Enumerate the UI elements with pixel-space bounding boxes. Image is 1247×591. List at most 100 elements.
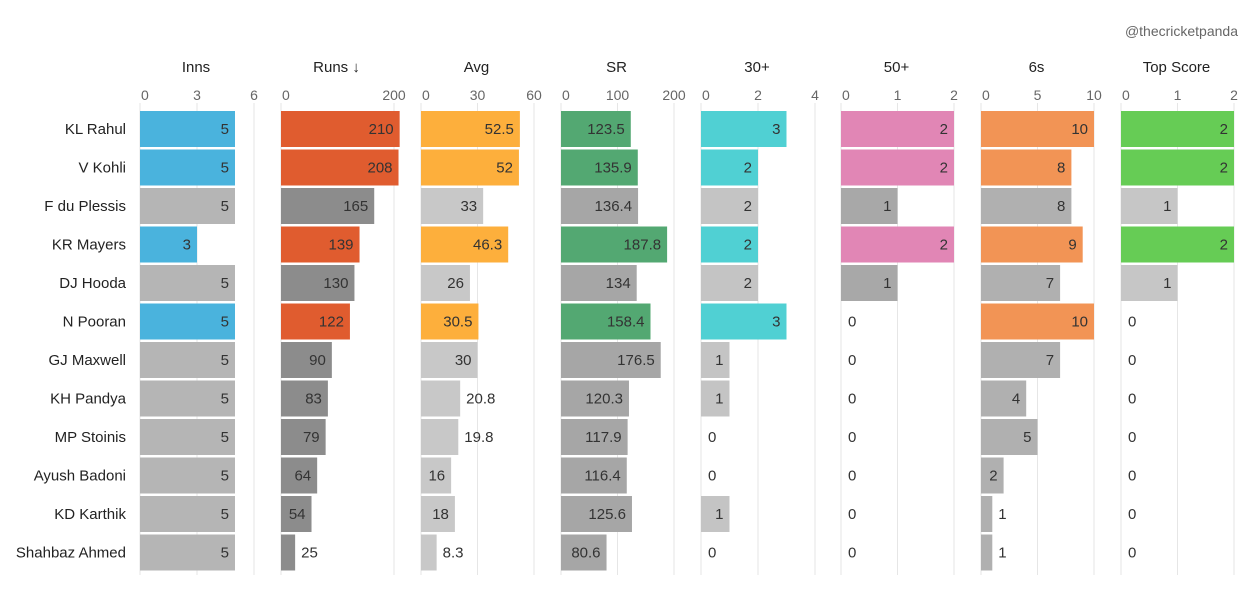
value-label-30-kl-rahul: 3 bbox=[772, 121, 780, 138]
bar-sr-mp-stoinis bbox=[561, 419, 628, 455]
player-label-gj-maxwell: GJ Maxwell bbox=[48, 352, 126, 369]
value-label-30-gj-maxwell: 1 bbox=[715, 352, 723, 369]
value-label-6s-gj-maxwell: 7 bbox=[1046, 352, 1054, 369]
value-label-50-kr-mayers: 2 bbox=[940, 237, 948, 254]
value-label-runs-mp-stoinis: 79 bbox=[303, 429, 320, 446]
bar-6s-mp-stoinis bbox=[981, 419, 1038, 455]
bar-avg-kr-mayers bbox=[421, 226, 509, 263]
bar-runs-v-kohli bbox=[281, 149, 399, 186]
value-label-inns-kd-karthik: 5 bbox=[221, 506, 229, 523]
bar-inns-kr-mayers bbox=[140, 226, 197, 263]
player-label-ayush-badoni: Ayush Badoni bbox=[34, 468, 126, 485]
player-label-n-pooran: N Pooran bbox=[63, 314, 126, 331]
bar-avg-dj-hooda bbox=[421, 265, 470, 301]
value-label-50-n-pooran: 0 bbox=[848, 314, 856, 331]
value-label-inns-ayush-badoni: 5 bbox=[221, 468, 229, 485]
value-label-50-ayush-badoni: 0 bbox=[848, 468, 856, 485]
value-label-6s-ayush-badoni: 2 bbox=[989, 468, 997, 485]
bar-runs-mp-stoinis bbox=[281, 419, 326, 455]
tick-label-top-score-1: 1 bbox=[1174, 87, 1182, 103]
bar-50-kr-mayers bbox=[841, 226, 954, 263]
bar-avg-gj-maxwell bbox=[421, 342, 478, 378]
tick-label-6s-0: 0 bbox=[982, 87, 990, 103]
value-label-inns-v-kohli: 5 bbox=[221, 160, 229, 177]
panel-header-inns: Inns bbox=[182, 59, 210, 76]
bar-50-f-du-plessis bbox=[841, 188, 898, 224]
tick-label-avg-2: 60 bbox=[526, 87, 542, 103]
tick-label-runs-1: 200 bbox=[382, 87, 406, 103]
value-label-top-score-n-pooran: 0 bbox=[1128, 314, 1136, 331]
tick-label-runs-0: 0 bbox=[282, 87, 290, 103]
tick-label-30-0: 0 bbox=[702, 87, 710, 103]
value-label-sr-mp-stoinis: 117.9 bbox=[585, 429, 621, 446]
value-label-50-kd-karthik: 0 bbox=[848, 506, 856, 523]
player-label-kd-karthik: KD Karthik bbox=[54, 506, 126, 523]
bar-sr-v-kohli bbox=[561, 149, 638, 186]
bar-30-n-pooran bbox=[701, 303, 787, 340]
bar-6s-kl-rahul bbox=[981, 111, 1094, 147]
value-label-inns-dj-hooda: 5 bbox=[221, 275, 229, 292]
bar-runs-kl-rahul bbox=[281, 111, 400, 147]
tick-label-30-2: 4 bbox=[811, 87, 819, 103]
value-label-30-kr-mayers: 2 bbox=[744, 237, 752, 254]
value-label-top-score-v-kohli: 2 bbox=[1220, 160, 1228, 177]
bar-sr-ayush-badoni bbox=[561, 457, 627, 494]
value-label-sr-kr-mayers: 187.8 bbox=[624, 237, 662, 254]
value-label-6s-mp-stoinis: 5 bbox=[1023, 429, 1031, 446]
bar-inns-kl-rahul bbox=[140, 111, 235, 147]
bar-50-v-kohli bbox=[841, 149, 954, 186]
bar-inns-gj-maxwell bbox=[140, 342, 235, 378]
value-label-avg-dj-hooda: 26 bbox=[447, 275, 464, 292]
panel-header-sr: SR bbox=[606, 59, 627, 76]
bar-sr-kd-karthik bbox=[561, 496, 632, 532]
value-label-avg-kd-karthik: 18 bbox=[432, 506, 449, 523]
value-label-inns-gj-maxwell: 5 bbox=[221, 352, 229, 369]
value-label-runs-kl-rahul: 210 bbox=[369, 121, 394, 138]
value-label-50-kl-rahul: 2 bbox=[940, 121, 948, 138]
value-label-top-score-kl-rahul: 2 bbox=[1220, 121, 1228, 138]
panel-header-runs: Runs ↓ bbox=[313, 59, 360, 76]
value-label-inns-n-pooran: 5 bbox=[221, 314, 229, 331]
tick-label-50-0: 0 bbox=[842, 87, 850, 103]
value-label-50-mp-stoinis: 0 bbox=[848, 429, 856, 446]
bar-runs-kd-karthik bbox=[281, 496, 312, 532]
value-label-50-v-kohli: 2 bbox=[940, 160, 948, 177]
bar-6s-kh-pandya bbox=[981, 380, 1027, 417]
bar-6s-gj-maxwell bbox=[981, 342, 1061, 378]
tick-label-30-1: 2 bbox=[754, 87, 762, 103]
bar-50-kl-rahul bbox=[841, 111, 954, 147]
tick-label-inns-1: 3 bbox=[193, 87, 201, 103]
value-label-avg-kr-mayers: 46.3 bbox=[473, 237, 502, 254]
bar-inns-v-kohli bbox=[140, 149, 235, 186]
bar-sr-kl-rahul bbox=[561, 111, 631, 147]
value-label-sr-f-du-plessis: 136.4 bbox=[595, 198, 633, 215]
value-label-inns-shahbaz-ahmed: 5 bbox=[221, 545, 229, 562]
bar-6s-f-du-plessis bbox=[981, 188, 1072, 224]
value-label-runs-gj-maxwell: 90 bbox=[309, 352, 326, 369]
value-label-sr-gj-maxwell: 176.5 bbox=[617, 352, 655, 369]
value-label-50-gj-maxwell: 0 bbox=[848, 352, 856, 369]
bar-30-kl-rahul bbox=[701, 111, 787, 147]
value-label-6s-kl-rahul: 10 bbox=[1071, 121, 1088, 138]
tick-label-sr-0: 0 bbox=[562, 87, 570, 103]
panel-header-top-score: Top Score bbox=[1143, 59, 1211, 76]
value-label-sr-kd-karthik: 125.6 bbox=[588, 506, 626, 523]
bar-6s-ayush-badoni bbox=[981, 457, 1004, 494]
value-label-avg-n-pooran: 30.5 bbox=[443, 314, 472, 331]
bar-runs-n-pooran bbox=[281, 303, 350, 340]
tick-label-50-2: 2 bbox=[950, 87, 958, 103]
bar-30-f-du-plessis bbox=[701, 188, 758, 224]
player-label-kl-rahul: KL Rahul bbox=[65, 121, 126, 138]
bar-sr-n-pooran bbox=[561, 303, 651, 340]
value-label-runs-kd-karthik: 54 bbox=[289, 506, 306, 523]
value-label-inns-f-du-plessis: 5 bbox=[221, 198, 229, 215]
bar-runs-kr-mayers bbox=[281, 226, 360, 263]
bar-avg-v-kohli bbox=[421, 149, 519, 186]
value-label-top-score-f-du-plessis: 1 bbox=[1163, 198, 1171, 215]
value-label-top-score-kd-karthik: 0 bbox=[1128, 506, 1136, 523]
bar-30-kh-pandya bbox=[701, 380, 730, 417]
bar-top-score-v-kohli bbox=[1121, 149, 1234, 186]
value-label-runs-v-kohli: 208 bbox=[367, 160, 392, 177]
credit-text: @thecricketpanda bbox=[1125, 23, 1238, 39]
value-label-30-kd-karthik: 1 bbox=[715, 506, 723, 523]
